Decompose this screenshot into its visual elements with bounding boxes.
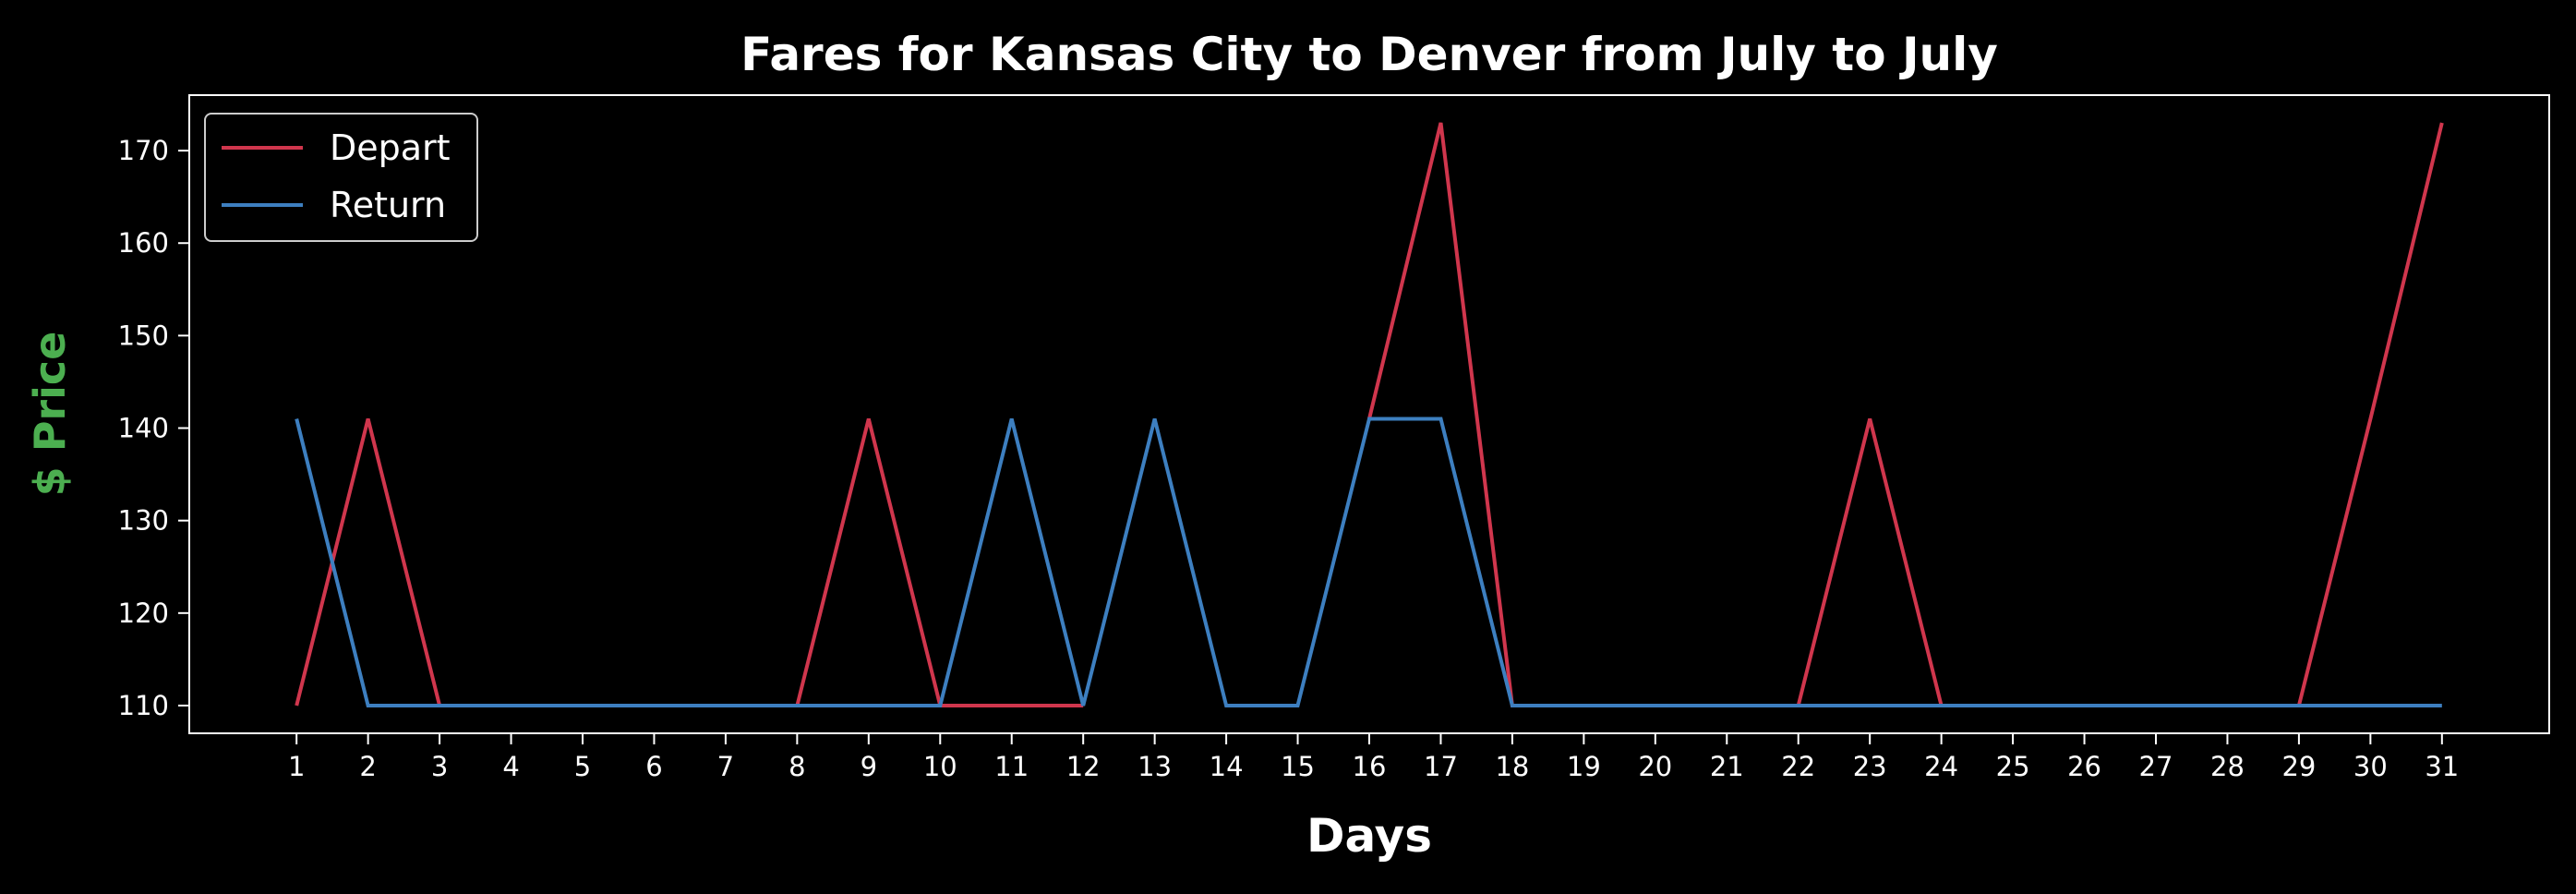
x-tick-label: 26: [2067, 751, 2101, 782]
y-tick-label: 130: [118, 505, 169, 537]
y-tick-label: 110: [118, 690, 169, 721]
x-tick-label: 4: [502, 751, 519, 782]
x-tick-label: 23: [1853, 751, 1887, 782]
y-tick-label: 140: [118, 413, 169, 444]
x-tick-label: 8: [788, 751, 805, 782]
x-tick-label: 22: [1781, 751, 1815, 782]
x-tick-label: 28: [2210, 751, 2245, 782]
x-axis: 1 2 3 4 5 6 7 8 9 10 11 12 13 14 15 16 17 18 19 20 21 22 23 24 2…: [288, 733, 2459, 782]
legend-label-return: Return: [330, 185, 446, 225]
series-layer: [295, 122, 2444, 707]
x-tick-label: 3: [431, 751, 448, 782]
x-tick-label: 27: [2139, 751, 2173, 782]
x-tick-label: 29: [2281, 751, 2316, 782]
x-tick-label: 1: [288, 751, 305, 782]
x-tick-label: 13: [1138, 751, 1172, 782]
x-tick-label: 25: [1996, 751, 2030, 782]
x-tick-label: 10: [923, 751, 957, 782]
x-tick-label: 16: [1353, 751, 1387, 782]
x-tick-label: 14: [1210, 751, 1244, 782]
x-tick-label: 20: [1638, 751, 1672, 782]
x-tick-label: 31: [2425, 751, 2459, 782]
y-axis-label: $ Price: [25, 332, 75, 497]
x-tick-label: 12: [1066, 751, 1101, 782]
x-tick-label: 6: [645, 751, 662, 782]
chart-title: Fares for Kansas City to Denver from Jul…: [740, 28, 1998, 81]
x-tick-label: 18: [1495, 751, 1529, 782]
x-tick-label: 9: [861, 751, 877, 782]
x-tick-label: 7: [717, 751, 734, 782]
series-line-return: [295, 417, 2442, 707]
x-tick-label: 19: [1567, 751, 1601, 782]
y-tick-label: 120: [118, 598, 169, 629]
x-tick-label: 2: [359, 751, 376, 782]
x-tick-label: 24: [1924, 751, 1958, 782]
y-tick-label: 170: [118, 135, 169, 166]
y-tick-label: 150: [118, 320, 169, 351]
legend-box: [204, 113, 478, 242]
y-axis: 110 120 130 140 150 160 170: [118, 135, 189, 721]
y-tick-label: 160: [118, 227, 169, 259]
x-axis-label: Days: [1306, 809, 1432, 863]
legend-label-depart: Depart: [330, 127, 451, 168]
x-tick-label: 17: [1424, 751, 1458, 782]
x-tick-label: 30: [2353, 751, 2388, 782]
x-tick-label: 5: [574, 751, 591, 782]
x-tick-label: 11: [994, 751, 1029, 782]
x-tick-label: 15: [1281, 751, 1315, 782]
legend: Depart Return: [204, 113, 478, 242]
x-tick-label: 21: [1710, 751, 1744, 782]
